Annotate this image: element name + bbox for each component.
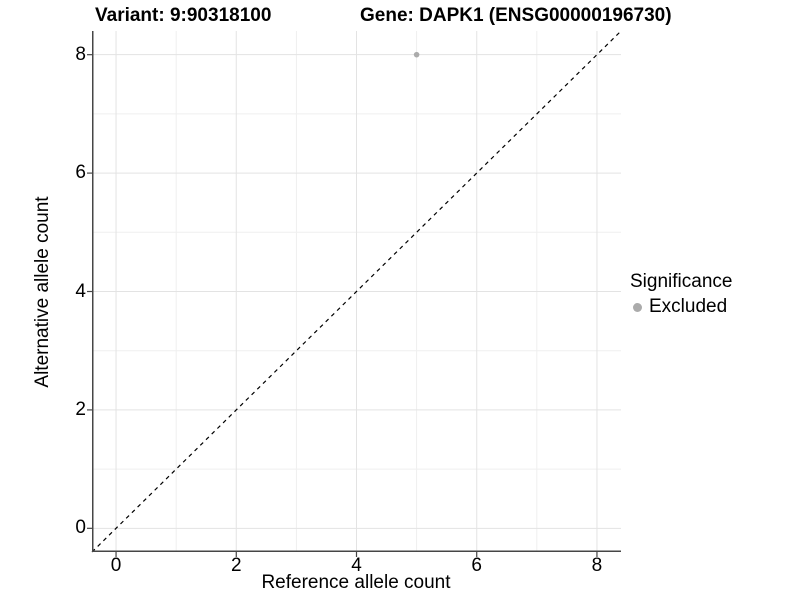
x-tick-label: 2 (230, 555, 242, 576)
data-point (413, 51, 420, 58)
plot-panel (87, 30, 622, 557)
y-tick-label: 2 (75, 398, 86, 420)
y-tick-label: 4 (75, 280, 86, 302)
x-tick-label: 8 (591, 555, 603, 576)
gene-title: Gene: DAPK1 (ENSG00000196730) (360, 5, 672, 26)
legend-item-label: Excluded (649, 296, 728, 317)
y-tick-label: 8 (75, 43, 86, 65)
legend-item-excluded: Excluded (630, 296, 732, 318)
y-tick-label: 6 (75, 162, 86, 184)
x-tick-label: 4 (351, 555, 362, 576)
variant-title: Variant: 9:90318100 (95, 5, 272, 26)
legend-marker-icon (633, 302, 642, 312)
x-tick-label: 0 (110, 555, 122, 576)
identity-reference-line (91, 30, 622, 553)
plot-area (87, 30, 622, 557)
x-tick-label: 6 (471, 555, 483, 576)
legend-title: Significance (630, 271, 733, 292)
y-axis-label: Alternative allele count (32, 196, 53, 388)
legend: Significance Excluded (630, 271, 732, 318)
y-tick-label: 0 (75, 517, 86, 539)
x-axis-label: Reference allele count (261, 572, 451, 593)
